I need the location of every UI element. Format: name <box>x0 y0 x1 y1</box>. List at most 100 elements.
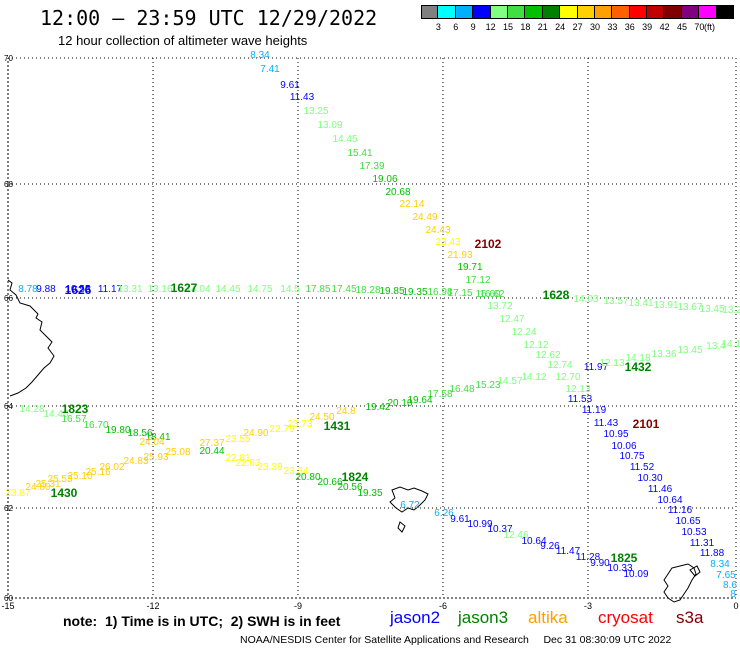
track-1626: 8.789.88 10.55 11.17 1626 <box>18 283 122 297</box>
wave-height-value: 8.6 <box>723 580 737 591</box>
color-scale-swatch <box>716 5 735 19</box>
wave-height-value: 10.06 <box>611 441 636 452</box>
wave-height-value: 11.97 <box>584 362 609 373</box>
wave-height-value: 14.18 <box>625 353 650 364</box>
wave-height-value: 16.70 <box>83 420 108 431</box>
wave-height-value: 16.98 <box>427 287 452 298</box>
wave-height-value: 15.41 <box>347 148 372 159</box>
color-scale-tick: 6 <box>453 22 459 32</box>
wave-height-value: 10.64 <box>521 536 546 547</box>
plot-frame <box>7 57 737 599</box>
wave-height-value: 6.72 <box>400 500 420 511</box>
wave-height-value: 12.24 <box>511 327 536 338</box>
color-scale-tick: 3 <box>435 22 441 32</box>
satellite-tracks: 8.347.419.6111.4313.2513.0914.4515.4117.… <box>5 50 740 600</box>
wave-height-value: 10.65 <box>675 516 700 527</box>
color-scale-tick: 33 <box>607 22 618 32</box>
wave-height-value: 26.02 <box>99 462 124 473</box>
wave-height-value: 10.55 <box>65 284 90 295</box>
wave-height-value: 18.28 <box>355 285 380 296</box>
color-scale-swatch <box>421 5 439 19</box>
wave-height-value: 14.28 <box>19 404 44 415</box>
wave-height-value: 8.34 <box>710 559 730 570</box>
lon-label: -6 <box>439 601 447 611</box>
wave-height-value: 11.17 <box>98 284 123 295</box>
wave-height-value: 17.45 <box>331 284 356 295</box>
wave-height-value: 19.85 <box>379 286 404 297</box>
wave-height-value: 25.93 <box>143 452 168 463</box>
wave-height-value: 7.41 <box>260 64 280 75</box>
lon-label: -3 <box>584 601 592 611</box>
wave-height-value: 25.31 <box>35 479 60 490</box>
track-1627: 13.31 13.16 14.04 14.45 14.75 14.5 17.85 17.451… <box>117 281 504 300</box>
wave-height-value: 19.35 <box>402 287 427 298</box>
wave-height-value: 9.26 <box>540 541 560 552</box>
wave-height-value: 9.61 <box>280 80 300 91</box>
wave-height-value: 24.50 <box>309 412 334 423</box>
color-scale-swatch <box>681 5 700 19</box>
pass-time-label: 1824 <box>342 470 369 484</box>
color-scale-tick: 70 <box>694 22 705 32</box>
color-scale-swatch <box>612 5 630 19</box>
wave-height-value: 13.72 <box>487 301 512 312</box>
wave-height-value: 10.53 <box>681 527 706 538</box>
color-scale-swatch <box>473 5 491 19</box>
wave-height-value: 25.08 <box>165 447 190 458</box>
track-1431: 19.4224.824.5023.7322.7924.9023.5527.372… <box>139 402 390 458</box>
lat-lon-grid <box>7 57 737 599</box>
wave-height-value: 14.45 <box>215 284 240 295</box>
color-scale-swatch <box>542 5 561 19</box>
wave-height-value: 14.57 <box>497 376 522 387</box>
pass-time-label: 1430 <box>51 486 78 500</box>
wave-height-value: 14.45 <box>332 134 357 145</box>
pass-time-label: 2101 <box>633 417 660 431</box>
wave-height-value: 17.15 <box>447 288 472 299</box>
wave-height-value: 13.4 <box>706 341 726 352</box>
wave-height-value: 18.56 <box>127 428 152 439</box>
wave-height-value: 12.70 <box>555 372 580 383</box>
wave-height-value: 13.67 <box>677 302 702 313</box>
wave-height-value: 21.93 <box>447 250 472 261</box>
wave-height-value: 22.79 <box>269 424 294 435</box>
lat-label: 66 <box>4 294 13 303</box>
wave-height-value: 23.43 <box>435 237 460 248</box>
track-1432: 11.9712.1314.1813.3613.4513.414.1014.121… <box>387 339 740 409</box>
chart-title: 12:00 – 23:59 UTC 12/29/2022 <box>40 6 378 30</box>
wave-height-value: 10.37 <box>487 524 512 535</box>
lat-label: 70 <box>4 54 13 63</box>
wave-height-value: 16.60 <box>475 289 500 300</box>
wave-height-value: 13.45 <box>677 345 702 356</box>
wave-height-value: 20.66 <box>317 477 342 488</box>
color-scale-swatch <box>577 5 595 19</box>
color-scale-swatch <box>490 5 508 19</box>
coastline-shetland <box>663 563 701 603</box>
wave-height-value: 7.65 <box>716 570 736 581</box>
wave-height-value: 22.14 <box>399 199 424 210</box>
wave-height-value: 23.34 <box>283 466 308 477</box>
color-scale-swatch <box>647 5 665 19</box>
color-scale-tick: 36 <box>624 22 635 32</box>
satellite-legend-jason2: jason2 <box>390 608 441 627</box>
color-scale-tick: 45 <box>676 22 688 32</box>
footer-credit: NOAA/NESDIS Center for Satellite Applica… <box>240 634 672 646</box>
wave-height-value: 13.41 <box>628 298 653 309</box>
wave-height-value: 22.63 <box>235 458 260 469</box>
wave-height-value: 11.28 <box>576 552 601 563</box>
axis-labels: 70 68 66 64 62 60-15 -12 -9 -6 -3 0 <box>1 54 738 611</box>
wave-height-value: 25.16 <box>85 467 110 478</box>
wave-height-value: 14.5 <box>280 284 300 295</box>
wave-height-value: 10.09 <box>623 569 648 580</box>
color-scale-bar <box>421 5 735 19</box>
wave-height-value: 14.04 <box>185 284 210 295</box>
wave-height-value: 14.12 <box>521 372 546 383</box>
wave-height-value: 9.88 <box>36 284 56 295</box>
color-scale-tick: 9 <box>470 22 476 32</box>
wave-height-value: 16.62 <box>479 289 504 300</box>
lat-label: 60 <box>4 594 13 603</box>
wave-height-value: 24.04 <box>139 437 164 448</box>
coastline-faroes <box>389 486 429 533</box>
